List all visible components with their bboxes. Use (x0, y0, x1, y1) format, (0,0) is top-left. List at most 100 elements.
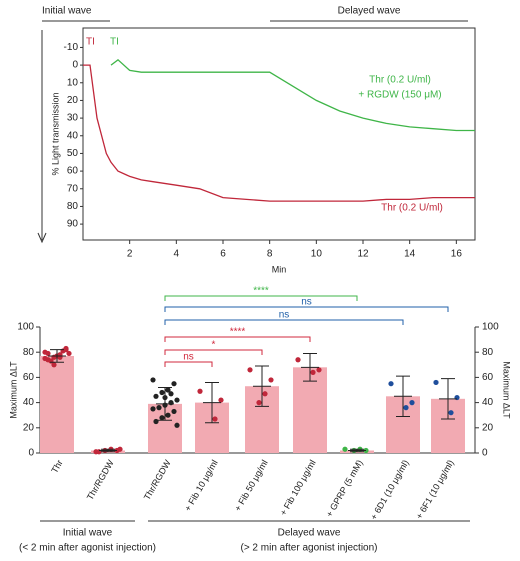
data-point (45, 350, 51, 357)
y-tick-label: 70 (67, 183, 79, 194)
data-point (218, 397, 224, 403)
annotation: Thr (0.2 U/ml) (381, 203, 443, 214)
error-bar (99, 448, 117, 453)
significance-label: ns (183, 352, 194, 363)
data-point (454, 394, 460, 401)
y-tick-label: 20 (23, 422, 35, 433)
significance-label: * (212, 340, 216, 351)
data-point (247, 367, 253, 373)
y-tick-label: 10 (67, 77, 79, 88)
y-tick-label: 80 (67, 201, 79, 212)
data-point (150, 377, 156, 383)
data-point (57, 354, 63, 360)
data-point (66, 350, 72, 357)
y-tick-label: 60 (67, 166, 79, 177)
error-bar (301, 352, 319, 382)
error-bar (203, 381, 221, 424)
data-point (448, 410, 454, 416)
data-point (310, 369, 316, 375)
data-point (171, 381, 177, 387)
group-note: (> 2 min after agonist injection) (240, 543, 377, 554)
arrow-head (37, 232, 47, 244)
y-tick-label: 80 (23, 347, 35, 358)
y-tick-label: 40 (23, 397, 35, 408)
data-point (159, 389, 165, 396)
y2-tick-label: 40 (482, 397, 494, 408)
annotation: TI (86, 37, 95, 48)
data-point (342, 446, 348, 452)
plot-frame (82, 27, 476, 241)
x-tick-label: 2 (127, 249, 133, 260)
data-point (165, 412, 171, 418)
x-axis-label: Min (272, 264, 287, 274)
annotation: TI (110, 37, 119, 48)
x-tick-label: 14 (404, 249, 416, 260)
error-bar (253, 365, 271, 407)
y-tick-label: 60 (23, 372, 35, 383)
bar (40, 355, 74, 453)
significance-bracket (164, 306, 449, 312)
significance-bracket (164, 361, 213, 367)
y2-tick-label: 80 (482, 347, 494, 358)
error-bar (156, 386, 174, 421)
data-point (42, 355, 48, 362)
data-point (262, 391, 268, 397)
significance-label: ns (279, 310, 290, 321)
annotation: Thr (0.2 U/ml) (369, 75, 431, 86)
error-bar (439, 378, 457, 420)
significance-bracket (164, 319, 404, 325)
significance-bracket (164, 336, 311, 342)
y-tick-label: 40 (67, 130, 79, 141)
y2-tick-label: 20 (482, 422, 494, 433)
group-label: Delayed wave (278, 528, 341, 539)
y-axis-label: % Light transmission (50, 92, 60, 175)
data-point (174, 397, 180, 403)
annotation: + RGDW (150 μM) (358, 90, 441, 101)
x-tick-label: 16 (451, 249, 463, 260)
data-point (51, 362, 57, 368)
data-point (295, 357, 301, 363)
data-point (117, 446, 123, 452)
data-point (150, 406, 156, 412)
y-tick-label: 50 (67, 148, 79, 159)
data-point (171, 408, 177, 415)
data-point (168, 400, 174, 406)
span-label: Delayed wave (338, 6, 401, 17)
significance-label: ns (301, 297, 312, 308)
y-tick-label: 20 (67, 95, 79, 106)
x-tick-label: 12 (357, 249, 369, 260)
y2-tick-label: 0 (482, 448, 488, 459)
data-point (212, 416, 218, 422)
series-line (110, 58, 475, 132)
error-bar (394, 375, 412, 417)
x-tick-label: 4 (174, 249, 180, 260)
group-note: (< 2 min after agonist injection) (19, 543, 156, 554)
data-point (153, 393, 159, 399)
data-point (165, 387, 171, 393)
x-tick-label: 8 (267, 249, 273, 260)
error-bar (348, 448, 366, 453)
data-point (168, 391, 174, 397)
y2-axis-label: Maximum ΔLT (502, 361, 512, 419)
data-point (256, 400, 262, 406)
significance-bracket (164, 349, 263, 355)
y-tick-label: 0 (28, 448, 34, 459)
data-point (433, 379, 439, 386)
span-label: Initial wave (42, 6, 92, 17)
data-point (403, 405, 409, 411)
data-point (409, 400, 415, 406)
data-point (156, 405, 162, 411)
y2-tick-label: 60 (482, 372, 494, 383)
data-point (96, 449, 102, 455)
y-tick-label: -10 (64, 42, 79, 53)
group-label: Initial wave (63, 528, 113, 539)
data-point (63, 345, 69, 352)
x-tick-label: 6 (220, 249, 226, 260)
significance-label: **** (253, 286, 269, 297)
y2-tick-label: 100 (482, 322, 499, 333)
data-point (268, 377, 274, 383)
significance-bracket (164, 295, 358, 301)
x-tick-label: 10 (311, 249, 323, 260)
